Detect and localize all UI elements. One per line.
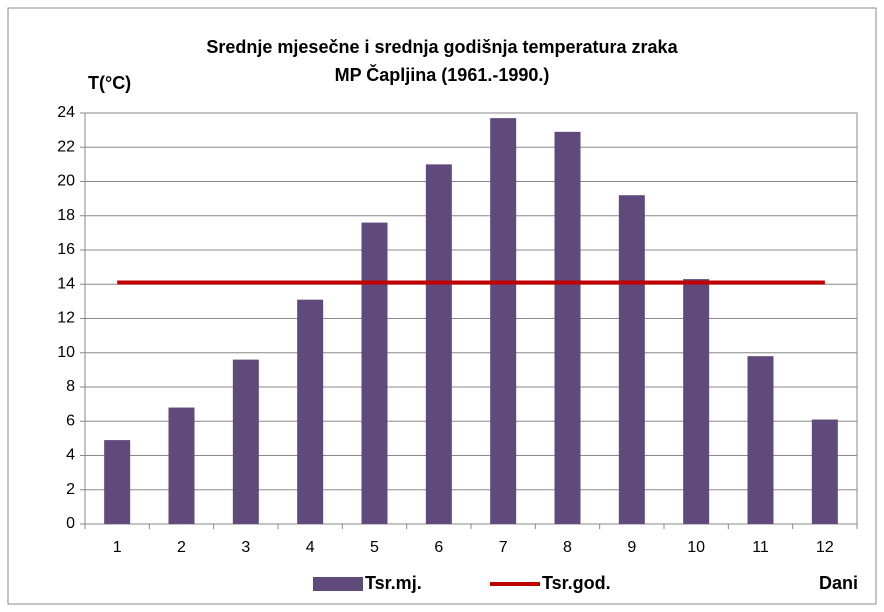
y-tick-label: 24 — [57, 104, 75, 121]
x-tick-label: 7 — [499, 539, 508, 556]
y-tick-label: 12 — [57, 310, 75, 327]
bar — [618, 195, 645, 524]
x-tick-label: 4 — [306, 539, 315, 556]
chart-subtitle: MP Čapljina (1961.-1990.) — [335, 64, 550, 85]
bar — [297, 299, 324, 524]
legend-label: Tsr.mj. — [365, 573, 422, 593]
bar — [554, 131, 581, 524]
x-tick-label: 9 — [627, 539, 636, 556]
legend-swatch — [313, 577, 363, 591]
y-tick-label: 14 — [57, 275, 75, 292]
legend-label: Tsr.god. — [542, 573, 611, 593]
bar — [683, 279, 710, 524]
y-tick-label: 22 — [57, 138, 75, 155]
x-tick-label: 5 — [370, 539, 379, 556]
bar — [811, 419, 838, 524]
y-tick-label: 2 — [66, 481, 75, 498]
chart-title: Srednje mjesečne i srednja godišnja temp… — [206, 37, 678, 57]
y-tick-label: 0 — [66, 515, 75, 532]
y-tick-label: 18 — [57, 207, 75, 224]
bar — [361, 222, 388, 524]
y-tick-label: 16 — [57, 241, 75, 258]
bar — [490, 118, 517, 524]
x-axis-label: Dani — [819, 573, 858, 593]
x-tick-label: 2 — [177, 539, 186, 556]
bar — [425, 164, 452, 524]
y-axis-label: T(°C) — [88, 73, 131, 93]
x-tick-label: 11 — [752, 539, 769, 556]
bar — [232, 359, 259, 524]
bar — [168, 407, 195, 524]
x-tick-label: 6 — [434, 539, 443, 556]
x-tick-label: 1 — [113, 539, 122, 556]
y-tick-label: 6 — [66, 412, 75, 429]
y-tick-label: 4 — [66, 447, 75, 464]
y-tick-label: 8 — [66, 378, 75, 395]
x-tick-label: 12 — [816, 539, 834, 556]
bar — [747, 356, 774, 524]
x-tick-label: 8 — [563, 539, 572, 556]
x-tick-label: 3 — [241, 539, 250, 556]
y-tick-label: 20 — [57, 173, 75, 190]
x-tick-label: 10 — [687, 539, 705, 556]
bar — [104, 440, 131, 524]
y-tick-label: 10 — [57, 344, 75, 361]
